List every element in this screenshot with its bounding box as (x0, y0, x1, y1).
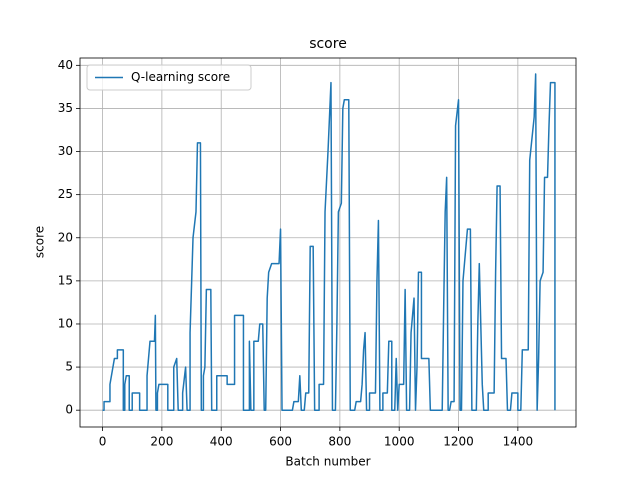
grid (80, 58, 576, 427)
y-tick-label: 20 (58, 230, 73, 244)
y-tick-label: 10 (58, 316, 73, 330)
x-tick-label: 600 (269, 435, 292, 449)
y-tick-label: 15 (58, 273, 73, 287)
x-tick-label: 1400 (503, 435, 534, 449)
y-tick-label: 5 (65, 360, 73, 374)
y-tick-label: 35 (58, 101, 73, 115)
x-tick-label: 1200 (443, 435, 474, 449)
x-tick-label: 800 (328, 435, 351, 449)
axes-frame (79, 57, 577, 428)
x-axis-label: Batch number (285, 455, 370, 469)
legend-box (86, 64, 252, 91)
y-tick-label: 40 (58, 58, 73, 72)
x-tick-label: 200 (150, 435, 173, 449)
y-axis-label: score (33, 226, 47, 258)
data-line (102, 73, 556, 411)
y-tick-label: 0 (65, 403, 73, 417)
legend: Q-learning score (86, 64, 252, 91)
x-tick-label: 0 (99, 435, 107, 449)
y-tick-label: 25 (58, 187, 73, 201)
plot-area (102, 73, 556, 411)
y-tick-label: 30 (58, 144, 73, 158)
x-tick-label: 400 (210, 435, 233, 449)
chart-title: score (309, 36, 347, 52)
legend-label: Q-learning score (131, 70, 230, 84)
x-tick-label: 1000 (384, 435, 415, 449)
